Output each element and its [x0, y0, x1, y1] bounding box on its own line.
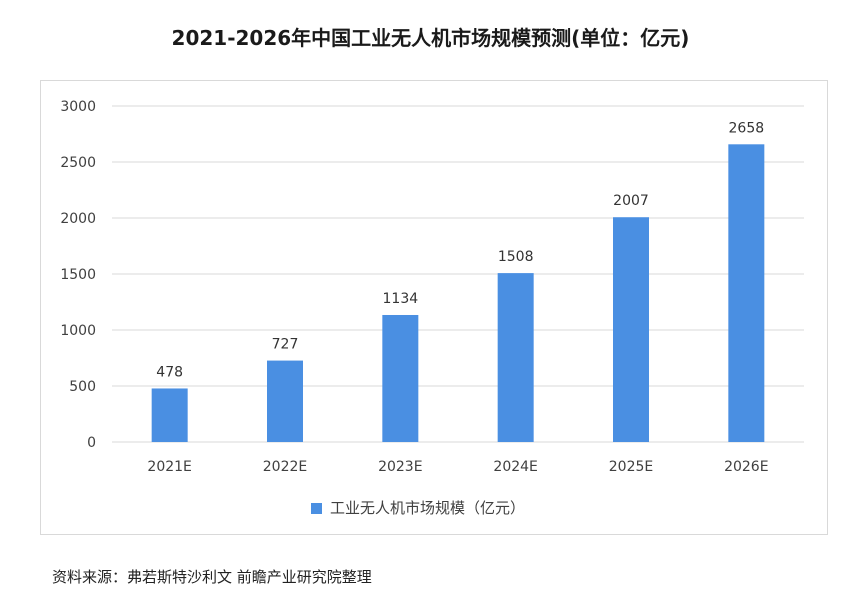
- x-tick-label: 2022E: [263, 459, 307, 475]
- bar: [151, 388, 188, 442]
- data-label: 2658: [729, 120, 765, 136]
- y-tick-label: 1000: [60, 323, 96, 339]
- chart-area: [40, 80, 828, 535]
- legend-label: 工业无人机市场规模（亿元）: [330, 499, 525, 517]
- x-tick-label: 2026E: [724, 459, 768, 475]
- x-tick-label: 2021E: [147, 459, 191, 475]
- source-note: 资料来源：弗若斯特沙利文 前瞻产业研究院整理: [52, 568, 372, 586]
- y-tick-label: 0: [87, 435, 96, 451]
- data-label: 2007: [613, 193, 649, 209]
- data-label: 1508: [498, 249, 534, 265]
- bar: [728, 144, 765, 442]
- bar: [267, 360, 303, 442]
- chart-title: 2021-2026年中国工业无人机市场规模预测(单位：亿元): [171, 26, 690, 50]
- x-tick-label: 2025E: [609, 459, 653, 475]
- data-label: 478: [156, 364, 183, 380]
- y-tick-label: 2000: [60, 211, 96, 227]
- bar: [497, 273, 534, 442]
- x-tick-label: 2023E: [378, 459, 422, 475]
- x-tick-label: 2024E: [493, 459, 537, 475]
- bar: [613, 217, 649, 442]
- y-tick-label: 3000: [60, 99, 96, 115]
- data-label: 727: [272, 337, 299, 353]
- data-label: 1134: [383, 291, 419, 307]
- y-tick-label: 500: [69, 379, 96, 395]
- bar: [382, 314, 419, 442]
- y-tick-label: 2500: [60, 155, 96, 171]
- y-tick-label: 1500: [60, 267, 96, 283]
- legend-swatch: [311, 503, 322, 514]
